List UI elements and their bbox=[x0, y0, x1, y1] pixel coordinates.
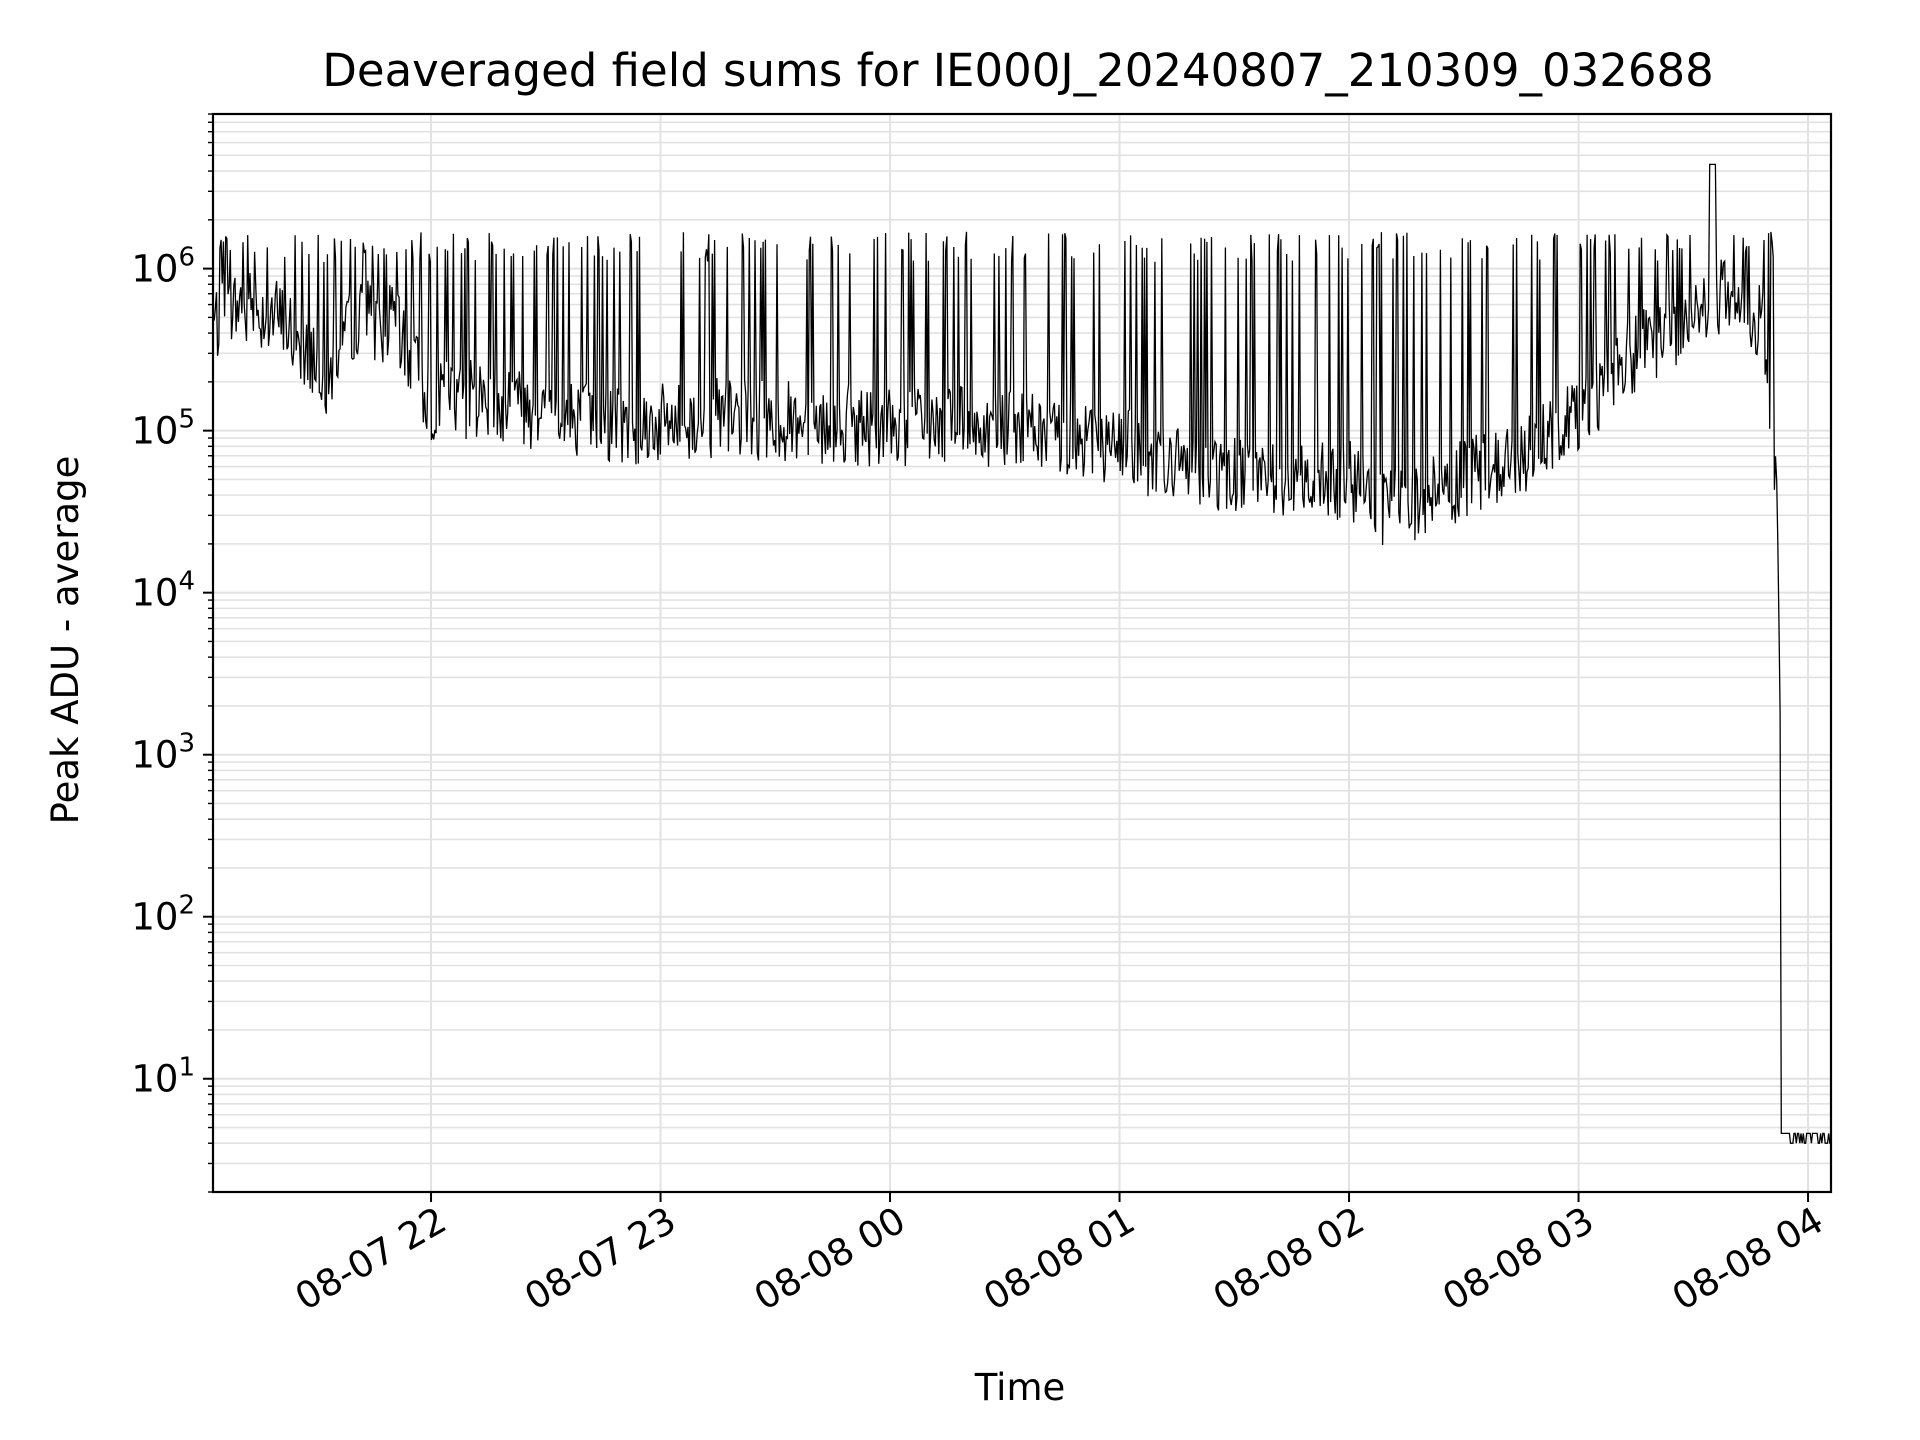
y-tick-label: 101 bbox=[131, 1053, 195, 1101]
y-tick-label: 103 bbox=[131, 729, 195, 777]
y-tick-label: 104 bbox=[131, 567, 195, 615]
y-tick-label: 106 bbox=[131, 243, 195, 291]
y-tick-label: 105 bbox=[131, 405, 195, 453]
x-axis-label: Time bbox=[974, 1366, 1066, 1409]
y-axis-label: Peak ADU - average bbox=[44, 456, 87, 825]
series-path bbox=[212, 163, 1831, 1144]
chart-title: Deaveraged field sums for IE000J_2024080… bbox=[322, 44, 1714, 97]
y-axis: 101 102 103 104 105 106 bbox=[131, 113, 213, 1193]
plot-frame bbox=[211, 112, 1833, 1194]
grid bbox=[213, 113, 1831, 1193]
series-line bbox=[212, 163, 1831, 1144]
y-tick-label: 102 bbox=[131, 891, 195, 939]
